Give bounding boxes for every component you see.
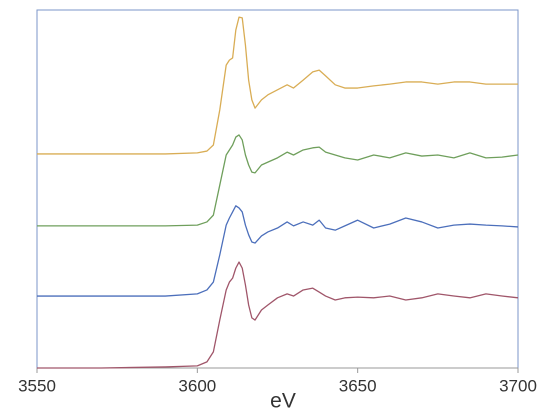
- x-tick-label: 3550: [18, 376, 56, 395]
- x-tick-label: 3650: [339, 376, 377, 395]
- spectrum-line: [37, 205, 519, 297]
- x-tick-label: 3600: [178, 376, 216, 395]
- spectrum-line: [37, 16, 518, 155]
- spectrum-line: [37, 134, 519, 227]
- plot-frame: [36, 9, 519, 369]
- x-axis-label: eV: [270, 390, 296, 413]
- spectrum-line: [37, 261, 519, 369]
- x-tick-label: 3700: [499, 376, 537, 395]
